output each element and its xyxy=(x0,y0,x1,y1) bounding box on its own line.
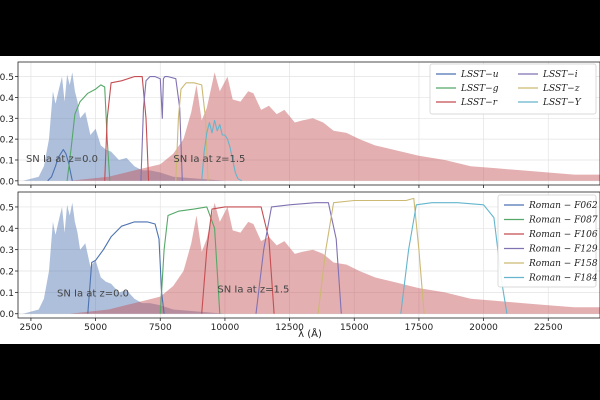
top-panel-sn-fills xyxy=(23,72,600,181)
top-legend-label-lsst-y: LSST−Y xyxy=(542,98,582,108)
top-annotation-sn-ia-at-z-1-5: SN Ia at z=1.5 xyxy=(173,154,245,165)
top-panel-frame xyxy=(17,61,600,186)
top-filter-curve-lsst-u xyxy=(47,149,73,182)
top-legend-label-lsst-z: LSST−z xyxy=(542,84,580,94)
bottom-legend-label-roman-f184: Roman − F184 xyxy=(528,274,598,284)
bottom-sn-fill-sn-ia-at-z-1-5 xyxy=(69,202,600,314)
bottom-ytick-label: 0.5 xyxy=(0,203,14,213)
top-filter-curve-lsst-g xyxy=(66,84,111,181)
bottom-sn-fill-sn-ia-at-z-0-0 xyxy=(23,202,225,314)
top-filter-curve-lsst-y xyxy=(201,119,242,182)
bottom-xtick-label: 12500 xyxy=(275,323,304,333)
bottom-annotation-sn-ia-at-z-0-0: SN Ia at z=0.0 xyxy=(57,289,129,300)
bottom-xtick-label: 5000 xyxy=(84,323,107,333)
bottom-legend-label-roman-f087: Roman − F087 xyxy=(528,216,598,226)
top-filter-curve-lsst-r xyxy=(104,76,150,181)
bottom-xtick-label: 20000 xyxy=(469,323,498,333)
bottom-panel-annotations: SN Ia at z=0.0 SN Ia at z=1.5 xyxy=(57,284,289,299)
bottom-legend-label-roman-f158: Roman − F158 xyxy=(528,259,598,269)
bottom-legend-label-roman-f129: Roman − F129 xyxy=(528,245,598,255)
top-ytick-label: 0.0 xyxy=(0,177,14,187)
bottom-xtick-label: 7500 xyxy=(149,323,172,333)
bottom-legend-box xyxy=(497,194,597,288)
bottom-panel-legend: Roman − F062 Roman − F087 Roman − F106 Roma… xyxy=(497,194,598,288)
top-panel-ticks: 0.0 0.1 0.2 0.3 0.4 0.5 xyxy=(0,73,549,188)
bottom-panel-frame xyxy=(17,191,600,319)
top-sn-fill-sn-ia-at-z-0-0 xyxy=(23,72,225,181)
bottom-ytick-label: 0.4 xyxy=(0,225,14,235)
bottom-ytick-label: 0.3 xyxy=(0,246,14,256)
bottom-ytick-label: 0.2 xyxy=(0,268,14,278)
top-legend-label-lsst-g: LSST−g xyxy=(460,84,499,94)
bottom-xtick-label: 22500 xyxy=(534,323,563,333)
top-legend-box xyxy=(429,63,597,115)
bottom-ytick-label: 0.1 xyxy=(0,289,14,299)
top-legend-label-lsst-r: LSST−r xyxy=(460,98,498,108)
top-filter-curve-lsst-i xyxy=(140,76,183,181)
top-ytick-label: 0.2 xyxy=(0,136,14,146)
bottom-annotation-sn-ia-at-z-1-5: SN Ia at z=1.5 xyxy=(217,284,289,295)
bottom-xtick-label: 10000 xyxy=(211,323,240,333)
top-panel-annotations: SN Ia at z=0.0 SN Ia at z=1.5 xyxy=(26,154,245,165)
top-filter-curve-lsst-z xyxy=(175,82,209,181)
bottom-panel-ticks: 0.0 0.1 0.2 0.3 0.4 0.5 2500 5000 7500 10000 12500… xyxy=(0,203,563,333)
top-sn-fill-sn-ia-at-z-1-5 xyxy=(69,72,600,181)
top-legend-label-lsst-u: LSST−u xyxy=(460,70,499,80)
top-annotation-sn-ia-at-z-0-0: SN Ia at z=0.0 xyxy=(26,154,98,165)
top-panel: SN Ia at z=0.0 SN Ia at z=1.5 0.00.10.20.… xyxy=(0,61,600,188)
x-axis-label: λ (Å) xyxy=(298,327,322,340)
top-legend-label-lsst-i: LSST−i xyxy=(542,70,578,80)
top-ytick-label: 0.1 xyxy=(0,156,14,166)
bottom-xtick-label: 2500 xyxy=(19,323,42,333)
top-panel-legend: LSST−u LSST−g LSST−r LSST−i LSST−z LSST−Y xyxy=(429,63,597,115)
bottom-filter-curve-roman-f106 xyxy=(201,206,275,314)
bottom-filter-curve-roman-f158 xyxy=(317,197,425,314)
bottom-xtick-label: 15000 xyxy=(340,323,369,333)
top-ytick-label: 0.4 xyxy=(0,94,14,104)
bottom-ytick-label: 0.0 xyxy=(0,310,14,320)
top-ytick-label: 0.5 xyxy=(0,73,14,83)
top-panel-filter-curves xyxy=(47,76,242,182)
bottom-filter-curve-roman-f062 xyxy=(87,221,165,314)
bottom-legend-label-roman-f062: Roman − F062 xyxy=(528,201,598,211)
bottom-panel-sn-fills xyxy=(23,202,600,314)
bottom-filter-curve-roman-f087 xyxy=(159,206,221,314)
bottom-panel: SN Ia at z=0.0 SN Ia at z=1.5 0.00.10.20.… xyxy=(0,191,600,340)
bottom-panel-filter-curves xyxy=(87,197,508,314)
bottom-xtick-label: 17500 xyxy=(405,323,434,333)
bottom-filter-curve-roman-f129 xyxy=(255,202,342,314)
bottom-legend-label-roman-f106: Roman − F106 xyxy=(528,230,598,240)
top-ytick-label: 0.3 xyxy=(0,115,14,125)
